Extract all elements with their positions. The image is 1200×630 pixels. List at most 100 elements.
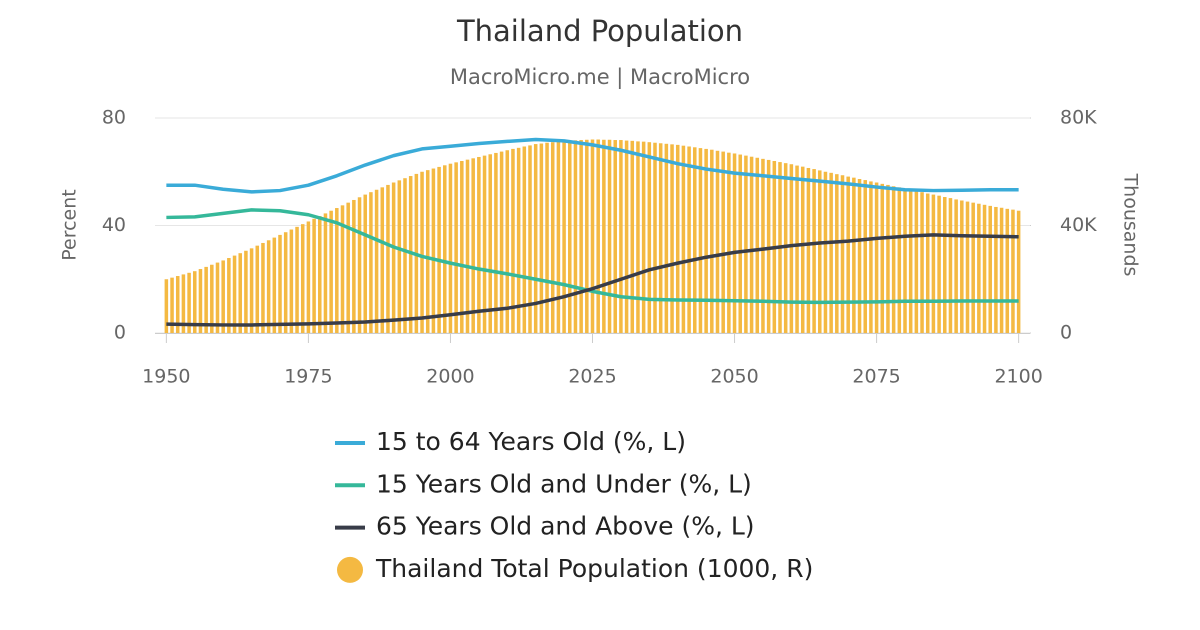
bar: [1005, 208, 1010, 333]
line: [166, 137, 1019, 194]
bar: [170, 277, 174, 333]
bar: [562, 140, 566, 333]
bar: [335, 208, 339, 333]
bar: [653, 142, 657, 333]
bar: [891, 186, 896, 333]
bar: [232, 255, 237, 333]
bar: [943, 197, 947, 333]
lines: [166, 137, 1019, 327]
bar: [761, 158, 765, 333]
bar: [766, 159, 771, 333]
bar: [693, 147, 697, 333]
bar: [840, 175, 845, 333]
bar: [272, 237, 277, 333]
bar: [994, 206, 998, 333]
bar: [187, 272, 191, 333]
bar: [704, 148, 708, 333]
bar: [408, 176, 413, 333]
bar: [357, 197, 362, 333]
bar: [295, 226, 299, 333]
legend-label: 15 to 64 Years Old (%, L): [376, 427, 686, 456]
line: [166, 208, 1019, 305]
bar: [437, 166, 441, 333]
bar: [1016, 210, 1021, 333]
bar: [596, 139, 600, 333]
x-tick-label: 2000: [426, 366, 474, 388]
bar: [573, 140, 578, 333]
bar: [636, 141, 640, 333]
bar: [533, 144, 538, 333]
bar: [210, 264, 214, 333]
bar: [164, 279, 169, 333]
bar: [948, 198, 953, 333]
bar: [687, 146, 691, 333]
bar: [465, 159, 470, 333]
bar: [346, 202, 350, 333]
bar: [908, 189, 913, 333]
y-tick-label: 40: [102, 214, 126, 236]
bar: [812, 169, 816, 333]
bar: [965, 201, 970, 333]
bar: [488, 154, 492, 333]
y-tick-label: 0: [114, 322, 126, 344]
bar: [886, 184, 890, 333]
bar: [846, 176, 850, 333]
bar: [675, 144, 680, 333]
x-tick-label: 1950: [142, 366, 190, 388]
bar: [585, 139, 589, 333]
bar: [710, 149, 714, 333]
x-tick-label: 1975: [284, 366, 332, 388]
bar: [204, 266, 208, 333]
bar: [568, 140, 572, 333]
bar: [522, 146, 527, 333]
bar: [511, 148, 515, 333]
bar: [727, 152, 731, 333]
bar: [647, 142, 652, 333]
bar: [698, 148, 703, 333]
bar: [443, 165, 447, 333]
bar: [619, 140, 623, 333]
bar: [198, 269, 203, 333]
bar: [448, 163, 453, 333]
bar: [789, 164, 794, 333]
bar: [738, 154, 742, 333]
bars: [164, 139, 1021, 333]
bar: [988, 205, 992, 333]
bar: [460, 161, 464, 333]
bar: [829, 172, 833, 333]
bar: [403, 178, 407, 333]
bar: [602, 139, 606, 333]
bar: [318, 216, 322, 333]
bar: [306, 221, 311, 333]
bar: [925, 193, 930, 333]
bar: [670, 144, 674, 333]
bar: [590, 139, 595, 333]
chart-title: Thailand Population: [456, 14, 743, 48]
bar: [266, 240, 271, 333]
bar: [505, 150, 510, 333]
bar: [238, 253, 242, 333]
bar: [244, 250, 248, 333]
bar: [352, 199, 356, 333]
bar: [744, 155, 748, 333]
bar: [658, 143, 663, 333]
bar: [221, 260, 225, 333]
legend-label: 65 Years Old and Above (%, L): [376, 512, 755, 541]
bar: [494, 152, 498, 333]
bar: [397, 180, 402, 333]
bar: [471, 158, 475, 333]
bar: [227, 258, 231, 333]
bar: [732, 153, 737, 333]
bar: [528, 145, 532, 333]
bar: [369, 192, 373, 333]
bar: [340, 205, 345, 333]
line: [166, 233, 1019, 327]
bar: [300, 224, 305, 333]
bar: [624, 140, 629, 333]
bar: [914, 191, 919, 333]
y2-tick-label: 0: [1060, 322, 1072, 344]
bar: [175, 276, 180, 333]
bar: [516, 147, 521, 333]
bar: [806, 167, 811, 333]
